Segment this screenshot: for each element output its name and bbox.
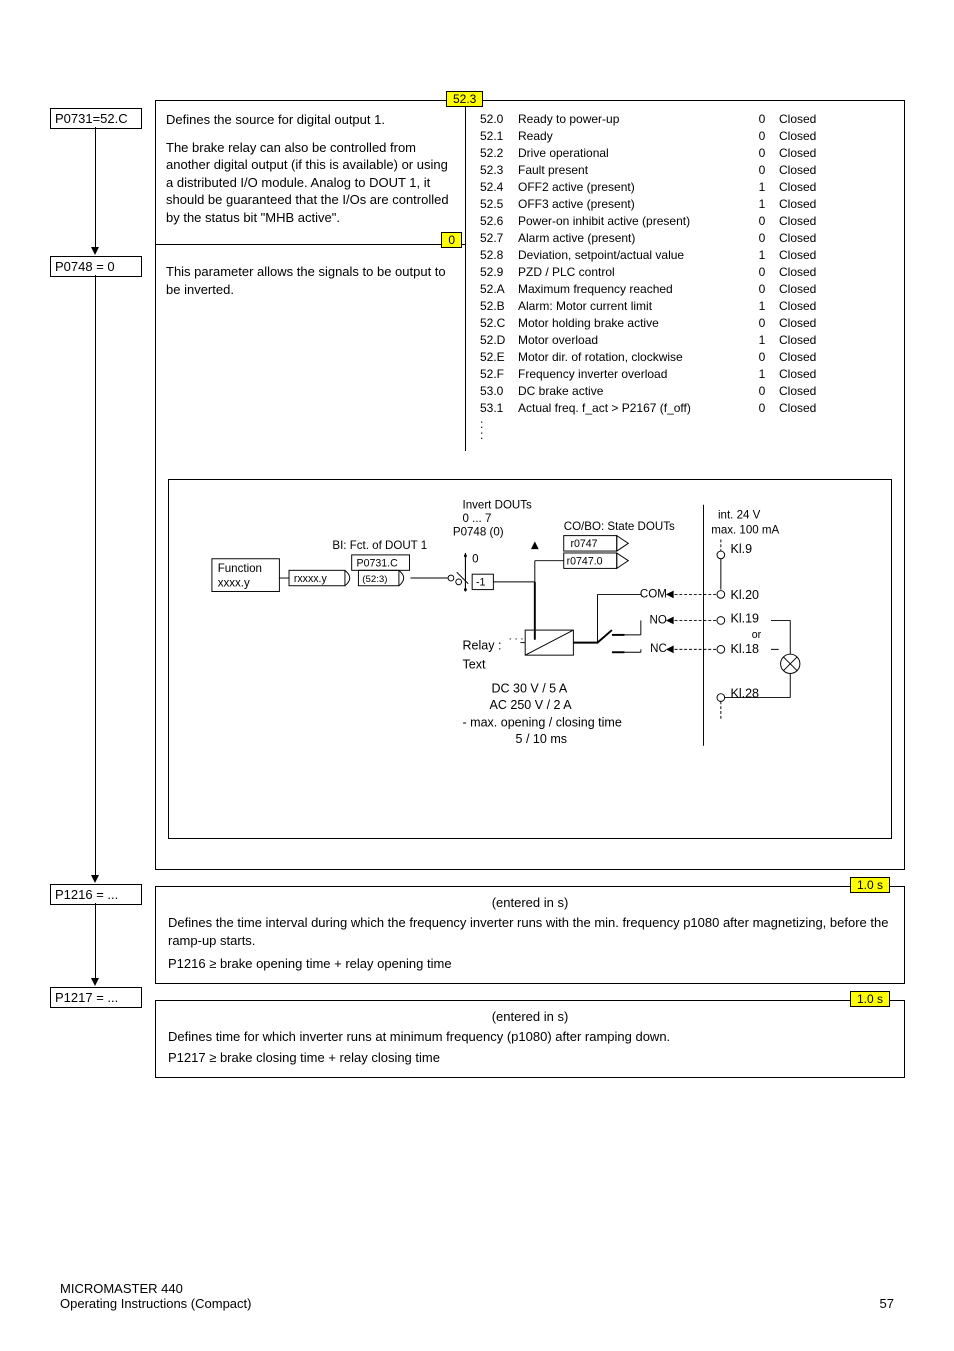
kl28: Kl.28: [730, 687, 759, 701]
diag-ms: 5 / 10 ms: [516, 732, 567, 746]
table-row: 52.EMotor dir. of rotation, clockwise0Cl…: [476, 349, 820, 364]
diag-func: Function: [218, 563, 262, 575]
table-row: 52.7Alarm active (present)0Closed: [476, 230, 820, 245]
flowline: [95, 903, 96, 978]
diag-relay: Relay :: [463, 638, 502, 652]
param-p0748: P0748 = 0: [50, 256, 142, 277]
diag-bi: BI: Fct. of DOUT 1: [332, 540, 427, 552]
svg-text:-1: -1: [476, 577, 486, 589]
table-row: 52.1Ready0Closed: [476, 128, 820, 143]
kl19: Kl.19: [730, 611, 759, 625]
diagram: Invert DOUTs 0 ... 7 P0748 (0) BI: Fct. …: [168, 479, 892, 839]
diag-text: Text: [463, 658, 486, 672]
unit-p1217: (entered in s): [168, 1009, 892, 1024]
desc-p0731-1: Defines the source for digital output 1.: [166, 111, 457, 129]
diag-r0747: r0747: [570, 538, 597, 550]
table-row: 52.5OFF3 active (present)1Closed: [476, 196, 820, 211]
desc-p0748: This parameter allows the signals to be …: [166, 263, 457, 298]
diag-int24: int. 24 V: [718, 509, 761, 521]
table-row: 52.AMaximum frequency reached0Closed: [476, 281, 820, 296]
param-p1216: P1216 = ...: [50, 884, 142, 905]
main-content: 52.3 Defines the source for digital outp…: [155, 100, 905, 1078]
no: NO: [650, 614, 667, 626]
tag-p0748: 0: [441, 232, 462, 248]
signal-table: 52.0Ready to power-up0Closed 52.1Ready0Cl…: [474, 109, 822, 417]
com: COM: [640, 588, 667, 600]
footer-l2: Operating Instructions (Compact): [60, 1296, 251, 1311]
box-p0731-p0748: 52.3 Defines the source for digital outp…: [155, 100, 905, 870]
page-footer: MICROMASTER 440 Operating Instructions (…: [60, 1281, 894, 1311]
diag-title: Invert DOUTs: [463, 500, 533, 512]
arrow-icon: [91, 875, 99, 883]
flowline: [95, 275, 96, 875]
table-row: 52.0Ready to power-up0Closed: [476, 111, 820, 126]
table-row: 53.1Actual freq. f_act > P2167 (f_off)0C…: [476, 400, 820, 415]
tag-p1216: 1.0 s: [850, 877, 890, 893]
kl20: Kl.20: [730, 588, 759, 602]
arrow-icon: [91, 247, 99, 255]
table-row: 52.BAlarm: Motor current limit1Closed: [476, 298, 820, 313]
table-row: 52.DMotor overload1Closed: [476, 332, 820, 347]
diag-cobo: CO/BO: State DOUTs: [564, 521, 675, 533]
diag-open: - max. opening / closing time: [463, 715, 622, 729]
box-p1217: 1.0 s (entered in s) Defines time for wh…: [155, 1000, 905, 1078]
desc-p1216: Defines the time interval during which t…: [168, 914, 892, 949]
desc-p0731-2: The brake relay can also be controlled f…: [166, 139, 457, 227]
nc: NC: [650, 643, 667, 655]
diag-ac: AC 250 V / 2 A: [490, 698, 573, 712]
table-row: 52.2Drive operational0Closed: [476, 145, 820, 160]
diag-rxxxx: rxxxx.y: [294, 573, 328, 585]
param-p1217: P1217 = ...: [50, 987, 142, 1008]
table-row: 52.9PZD / PLC control0Closed: [476, 264, 820, 279]
kl18: Kl.18: [730, 642, 759, 656]
rule-p1217: P1217 ≥ brake closing time + relay closi…: [168, 1049, 892, 1067]
arrow-icon: [91, 978, 99, 986]
svg-text:. . .: . . .: [509, 631, 524, 643]
table-row: 52.CMotor holding brake active0Closed: [476, 315, 820, 330]
tag-p0731: 52.3: [446, 91, 483, 107]
svg-text:0: 0: [472, 554, 478, 566]
diag-p0748: P0748 (0): [453, 527, 504, 539]
param-p0731: P0731=52.C: [50, 108, 142, 129]
unit-p1216: (entered in s): [168, 895, 892, 910]
ellipsis: ::: [474, 419, 898, 441]
rule-p1216: P1216 ≥ brake opening time + relay openi…: [168, 955, 892, 973]
diag-range: 0 ... 7: [463, 513, 492, 525]
diag-max100: max. 100 mA: [711, 525, 779, 537]
desc-p1217: Defines time for which inverter runs at …: [168, 1028, 892, 1046]
footer-l1: MICROMASTER 440: [60, 1281, 894, 1296]
page-number: 57: [880, 1296, 894, 1311]
table-row: 52.8Deviation, setpoint/actual value1Clo…: [476, 247, 820, 262]
or: or: [752, 629, 762, 641]
table-row: 52.6Power-on inhibit active (present)0Cl…: [476, 213, 820, 228]
diag-r07470: r0747.0: [567, 556, 603, 568]
tag-p1217: 1.0 s: [850, 991, 890, 1007]
diag-dc: DC 30 V / 5 A: [491, 682, 567, 696]
table-row: 52.FFrequency inverter overload1Closed: [476, 366, 820, 381]
box-p1216: 1.0 s (entered in s) Defines the time in…: [155, 886, 905, 984]
table-row: 53.0DC brake active0Closed: [476, 383, 820, 398]
table-row: 52.4OFF2 active (present)1Closed: [476, 179, 820, 194]
flowline: [95, 127, 96, 247]
table-row: 52.3Fault present0Closed: [476, 162, 820, 177]
diag-p0731c: P0731.C: [357, 557, 399, 569]
kl9: Kl.9: [730, 542, 752, 556]
diag-xxxx: xxxx.y: [218, 578, 250, 590]
diag-bits: (52:3): [362, 574, 387, 585]
